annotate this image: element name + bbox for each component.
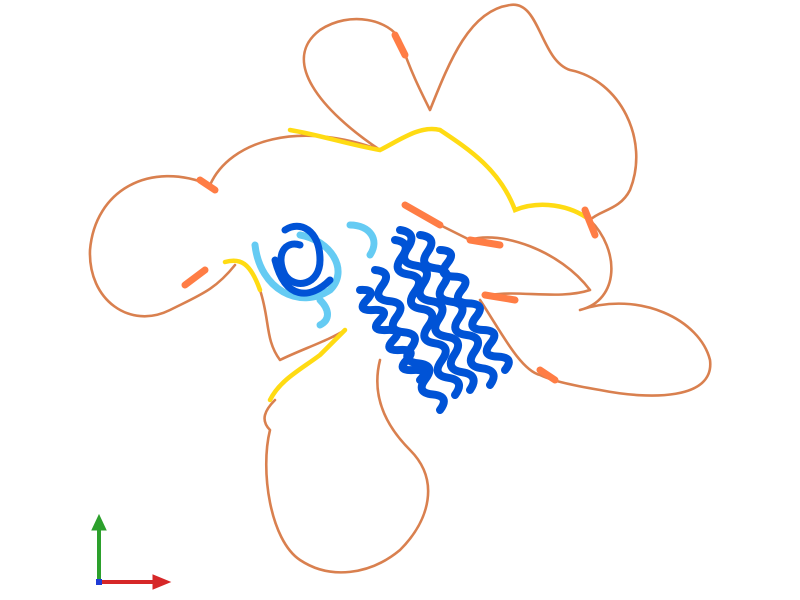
z-axis-marker [96,579,102,585]
loop-left-mid [258,288,347,362]
loop-top-left [88,174,237,318]
light-blue-strand [316,296,331,329]
x-axis-arrowhead [152,574,172,590]
orange-segment [196,176,219,194]
orange-segment [391,31,409,59]
coil-loops [88,3,712,574]
yellow-segment [287,126,443,153]
alpha-helix [371,266,448,414]
alpha-helix [416,231,498,389]
beta-barrel-core [271,222,334,297]
yellow-segment [437,127,593,223]
beta-barrel-domain [251,221,378,329]
loop-bottom [263,358,430,574]
axes-indicator [91,513,172,590]
low-confidence-segments [222,126,593,403]
orange-segment [466,236,504,249]
alpha-helix [436,246,513,374]
blue-strand [277,222,324,287]
loop-right [478,218,712,397]
yellow-segment [267,327,348,403]
orange-segment [581,206,599,239]
yellow-segment [222,258,263,293]
orange-segment [401,201,444,229]
alpha-helix [356,285,428,384]
very-low-segments [181,31,599,384]
light-blue-strand [251,231,342,302]
alpha-helix [391,236,464,399]
loop-right-inner [468,236,592,297]
loop-top [208,3,638,222]
light-blue-strand [346,221,378,259]
y-axis-arrowhead [91,513,107,531]
helix-bundle [356,226,513,414]
blue-strand [271,256,334,297]
orange-segment [181,266,209,289]
orange-segment [536,366,559,384]
orange-segment [481,291,519,304]
